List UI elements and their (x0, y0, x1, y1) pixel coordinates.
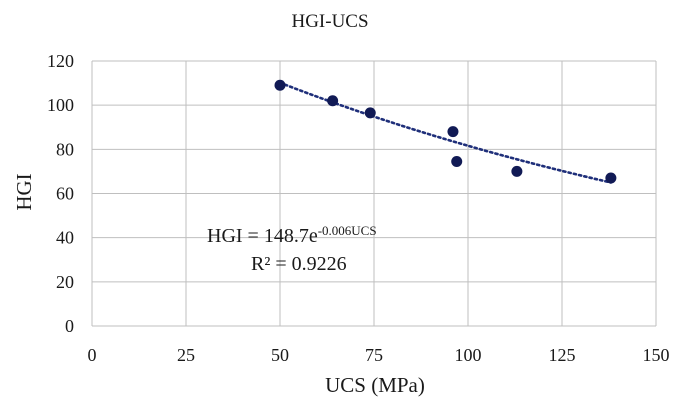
data-point (364, 107, 376, 119)
x-tick-label: 25 (177, 345, 195, 365)
y-tick-label: 40 (56, 228, 74, 248)
x-tick-label: 125 (549, 345, 576, 365)
x-tick-label: 75 (365, 345, 383, 365)
y-tick-label: 0 (65, 316, 74, 336)
x-tick-label: 50 (271, 345, 289, 365)
x-tick-label: 150 (643, 345, 670, 365)
data-point (605, 172, 617, 184)
y-tick-label: 120 (47, 51, 74, 71)
x-tick-label: 100 (455, 345, 482, 365)
y-tick-label: 60 (56, 184, 74, 204)
y-tick-label: 20 (56, 272, 74, 292)
data-point (451, 155, 463, 167)
y-tick-labels: 0 20 40 60 80 100 120 (47, 51, 74, 336)
x-axis-label: UCS (MPa) (325, 373, 425, 397)
horizontal-gridlines (92, 60, 656, 327)
y-axis-label: HGI (12, 173, 36, 210)
equation-base: HGI = 148.7e (207, 225, 318, 247)
r-squared-label: R² = 0.9226 (251, 253, 347, 275)
y-tick-label: 80 (56, 139, 74, 159)
y-tick-label: 100 (47, 95, 74, 115)
equation-exponent: -0.006UCS (318, 223, 377, 238)
chart-title: HGI-UCS (291, 11, 368, 32)
data-point (327, 95, 339, 107)
data-point (511, 165, 523, 177)
x-tick-label: 0 (88, 345, 97, 365)
trend-equation: HGI = 148.7e-0.006UCS (207, 223, 377, 247)
x-tick-labels: 0 25 50 75 100 125 150 (88, 345, 670, 365)
data-point (447, 126, 459, 138)
data-point (274, 79, 286, 91)
data-points (274, 79, 617, 184)
